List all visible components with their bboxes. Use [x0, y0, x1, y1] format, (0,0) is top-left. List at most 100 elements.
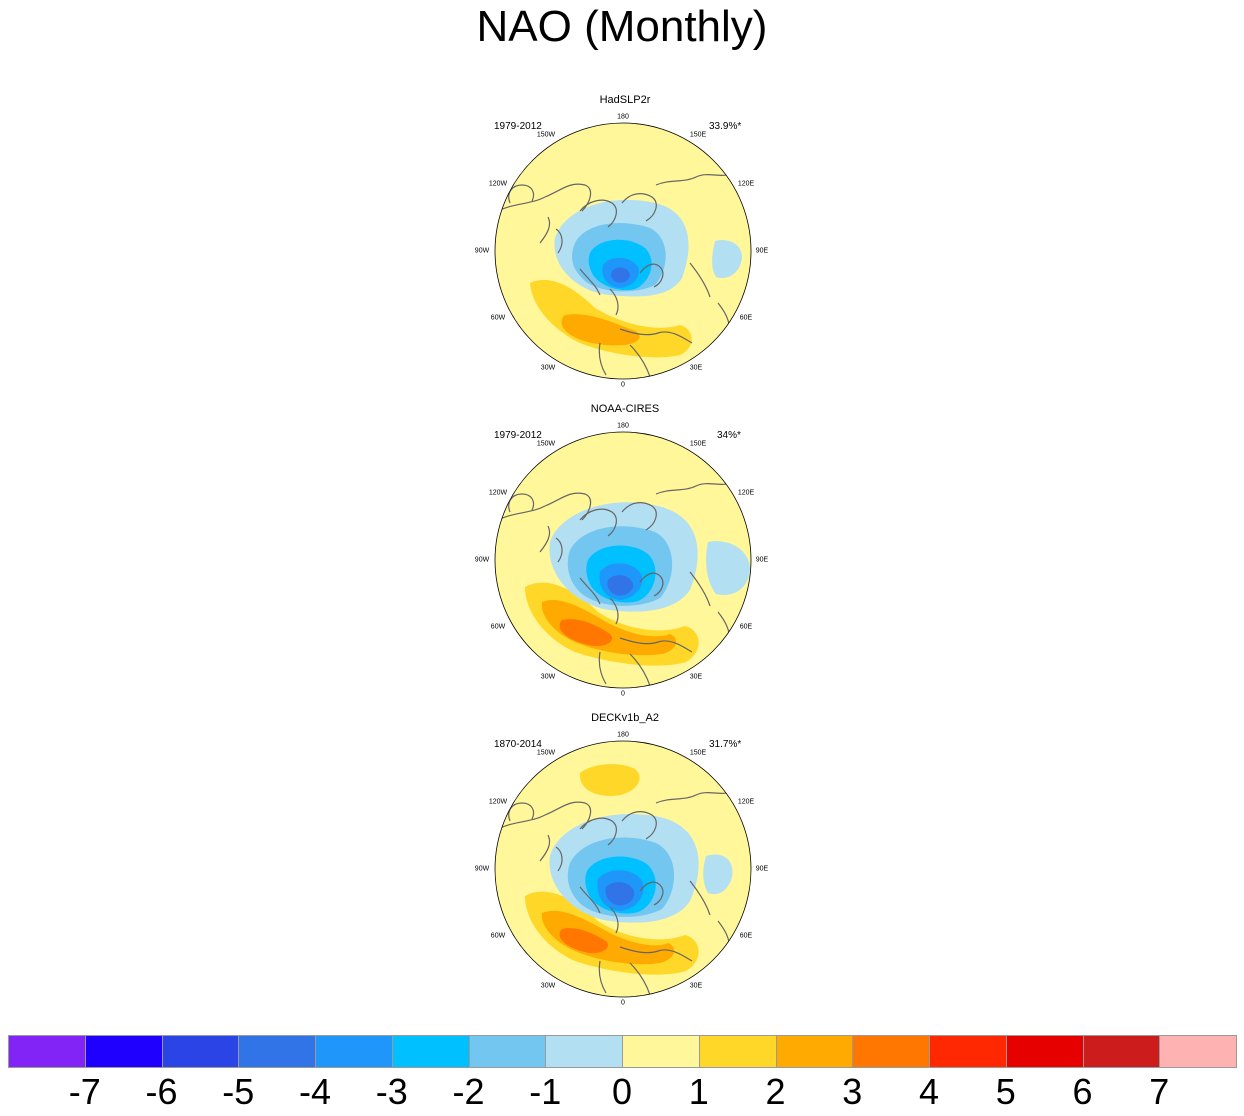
longitude-label: 150W	[536, 749, 556, 757]
longitude-label: 180	[617, 113, 629, 121]
colorbar-tick-label: -2	[452, 1071, 485, 1112]
longitude-label: 90E	[755, 865, 769, 873]
coastline	[579, 886, 619, 934]
longitude-label: 180	[617, 422, 629, 430]
coastline	[508, 493, 535, 513]
negative-anomaly-contour	[712, 240, 742, 279]
positive-anomaly-contour	[559, 619, 613, 647]
longitude-label: 0	[621, 381, 625, 389]
coastline	[539, 834, 563, 872]
positive-anomaly-contour	[579, 764, 640, 797]
colorbar-swatch	[1005, 1035, 1084, 1068]
longitude-label: 120E	[737, 798, 755, 806]
panel-title: HadSLP2r	[599, 94, 651, 106]
colorbar-swatch	[775, 1035, 854, 1068]
longitude-label: 60E	[739, 314, 753, 322]
colorbar-swatch	[161, 1035, 240, 1068]
coastline	[579, 268, 619, 316]
coastline	[495, 801, 592, 832]
map-panel-hadslp2r: HadSLP2r 1979-2012 33.9%* 180 150E 120E 90E…	[470, 93, 780, 393]
colorbar-tick-label: -1	[529, 1071, 562, 1112]
coastline	[495, 183, 592, 214]
longitude-label: 90W	[474, 247, 490, 255]
longitude-label: 0	[621, 690, 625, 698]
coastline	[598, 960, 651, 996]
coastline	[579, 817, 617, 846]
longitude-label: 30W	[540, 982, 556, 990]
longitude-label: 30E	[689, 364, 703, 372]
colorbar-swatch	[929, 1035, 1007, 1068]
longitude-label: 150W	[536, 440, 556, 448]
negative-anomaly-contour	[706, 541, 750, 595]
coastline	[598, 651, 651, 687]
coastline	[539, 525, 563, 563]
map-border	[494, 740, 752, 998]
panel-period: 1870-2014	[494, 739, 542, 750]
longitude-label: 120E	[737, 489, 755, 497]
longitude-label: 90E	[755, 556, 769, 564]
coastline	[619, 637, 693, 653]
coastline	[621, 193, 657, 222]
colorbar-tick-label: 5	[995, 1071, 1016, 1112]
colorbar-swatch	[315, 1035, 393, 1068]
panel-period: 1979-2012	[494, 430, 542, 441]
longitude-label: 120W	[488, 180, 508, 188]
coastline	[598, 342, 651, 378]
positive-anomaly-contour	[541, 600, 677, 656]
colorbar-tick-label: -7	[68, 1071, 101, 1112]
colorbar-swatch	[852, 1035, 930, 1068]
coastline	[508, 184, 535, 204]
coastline	[508, 802, 535, 822]
colorbar-swatch	[698, 1035, 777, 1068]
longitude-label: 90E	[755, 247, 769, 255]
colorbar-tick-label: 3	[842, 1071, 863, 1112]
coastline	[579, 577, 619, 625]
colorbar-tick-label: -3	[375, 1071, 408, 1112]
colorbar-swatch	[391, 1035, 470, 1068]
longitude-label: 150E	[689, 440, 707, 448]
colorbar-tick-label: -6	[145, 1071, 178, 1112]
colorbar-swatch	[545, 1035, 623, 1068]
figure-title: NAO (Monthly)	[476, 2, 768, 51]
longitude-label: 60E	[739, 623, 753, 631]
colorbar: -7 -6 -5 -4 -3 -2 -1 0 1 2 3 4 5 6 7	[0, 1030, 1244, 1116]
colorbar-tick-label: -5	[222, 1071, 255, 1112]
colorbar-swatch	[8, 1035, 86, 1068]
coastline	[539, 216, 563, 254]
colorbar-tick-label: 2	[765, 1071, 786, 1112]
panel-variance: 34%*	[717, 430, 741, 441]
longitude-label: 0	[621, 999, 625, 1007]
polar-map	[494, 122, 752, 380]
longitude-label: 30W	[540, 673, 556, 681]
colorbar-swatch	[1082, 1035, 1161, 1068]
colorbar-tick-label: 0	[611, 1071, 633, 1112]
coastline	[619, 946, 693, 962]
coastline	[639, 572, 664, 597]
map-border	[494, 122, 752, 380]
panel-title: NOAA-CIRES	[590, 403, 660, 415]
positive-anomaly-contour	[559, 928, 609, 954]
longitude-label: 150E	[689, 749, 707, 757]
longitude-label: 60W	[490, 623, 506, 631]
longitude-label: 60W	[490, 932, 506, 940]
colorbar-swatch	[84, 1035, 163, 1068]
longitude-label: 120E	[737, 180, 755, 188]
map-panel-noaa-cires: NOAA-CIRES 1979-2012 34%* 180 150E 120E 90E…	[470, 402, 780, 702]
colorbar-swatch	[1159, 1035, 1237, 1068]
longitude-label: 120W	[488, 798, 508, 806]
polar-map	[494, 740, 752, 998]
panel-title: DECKv1b_A2	[591, 712, 659, 724]
colorbar-tick-label: 1	[688, 1071, 709, 1112]
polar-map	[494, 431, 752, 689]
colorbar-swatch	[238, 1035, 316, 1068]
coastline	[639, 881, 664, 906]
coastline	[619, 328, 693, 344]
coastline	[639, 263, 664, 288]
positive-anomaly-contour	[541, 910, 675, 965]
negative-anomaly-contour	[605, 882, 635, 906]
panel-variance: 31.7%*	[709, 739, 742, 750]
colorbar-tick-label: 4	[918, 1071, 940, 1112]
positive-anomaly-contour	[530, 279, 692, 358]
coastline	[579, 199, 617, 228]
longitude-label: 60W	[490, 314, 506, 322]
